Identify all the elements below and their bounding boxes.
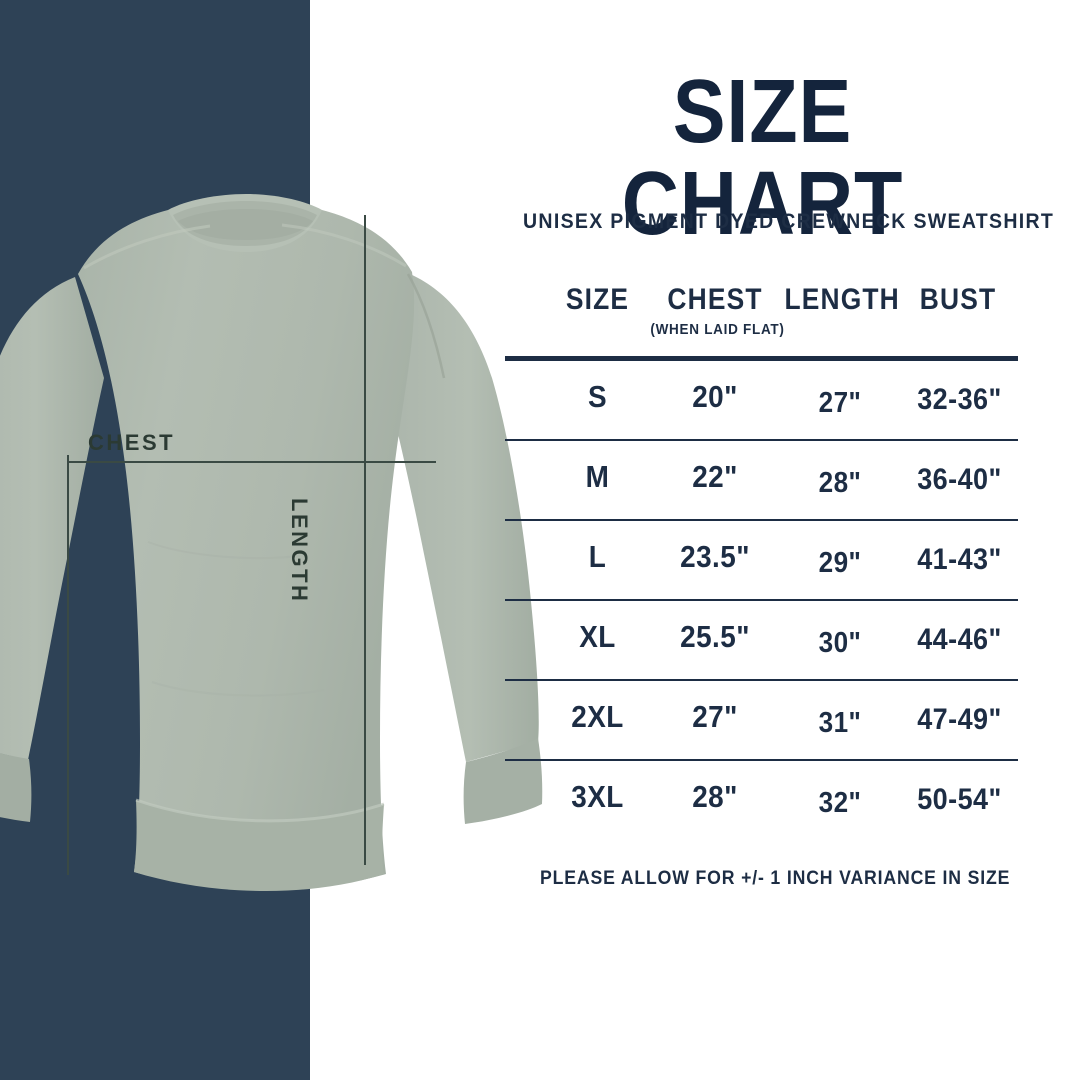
sweatshirt-illustration [0,182,560,912]
table-row: M 22" 28" 36-40" [505,441,1020,519]
cell-size: L [588,539,607,574]
row-divider [505,679,1018,681]
cell-size: XL [579,619,616,654]
cell-chest: 25.5" [680,619,750,654]
column-header-bust: BUST [919,283,997,316]
cell-bust: 44-46" [917,623,1002,656]
cell-length: 31" [818,707,862,739]
cell-size: 3XL [571,779,624,814]
size-table: SIZE CHEST LENGTH BUST (WHEN LAID FLAT) … [505,283,1020,839]
length-guide-line [364,215,366,865]
table-header-row: SIZE CHEST LENGTH BUST (WHEN LAID FLAT) [505,283,1020,356]
page-title: SIZE CHART [621,62,904,254]
cell-bust: 50-54" [917,783,1002,816]
table-row: 2XL 27" 31" 47-49" [505,681,1020,759]
page-subtitle: UNISEX PIGMENT DYED CREWNECK SWEATSHIRT [523,210,1055,233]
chest-measurement-label: CHEST [88,430,176,455]
info-panel: SIZE CHART UNISEX PIGMENT DYED CREWNECK … [505,0,1080,1080]
cell-length: 32" [818,787,862,819]
cell-bust: 32-36" [917,383,1002,416]
row-divider [505,439,1018,441]
table-row: L 23.5" 29" 41-43" [505,521,1020,599]
column-header-length: LENGTH [784,283,900,316]
cell-bust: 36-40" [917,463,1002,496]
chest-guide-vertical-tick [67,455,69,875]
table-row: XL 25.5" 30" 44-46" [505,601,1020,679]
column-header-chest: CHEST [667,283,763,316]
cell-chest: 28" [692,779,738,814]
cell-length: 30" [818,627,862,659]
cell-chest: 22" [692,459,738,494]
cell-chest: 27" [692,699,738,734]
row-divider [505,599,1018,601]
chest-guide-line [68,461,436,463]
chest-header-note: (WHEN LAID FLAT) [650,321,785,338]
cell-size: M [585,459,610,494]
cell-chest: 23.5" [680,539,750,574]
table-row: 3XL 28" 32" 50-54" [505,761,1020,839]
cell-length: 29" [818,547,862,579]
variance-note: PLEASE ALLOW FOR +/- 1 INCH VARIANCE IN … [540,868,1011,889]
cell-length: 28" [818,467,862,499]
cell-size: S [587,379,608,414]
cell-bust: 47-49" [917,703,1002,736]
cell-length: 27" [818,387,862,419]
column-header-size: SIZE [565,283,630,316]
length-measurement-label: LENGTH [287,498,312,604]
cell-bust: 41-43" [917,543,1002,576]
row-divider [505,519,1018,521]
table-row: S 20" 27" 32-36" [505,361,1020,439]
cell-size: 2XL [571,699,624,734]
cell-chest: 20" [692,379,738,414]
header-divider [505,356,1018,361]
row-divider [505,759,1018,761]
